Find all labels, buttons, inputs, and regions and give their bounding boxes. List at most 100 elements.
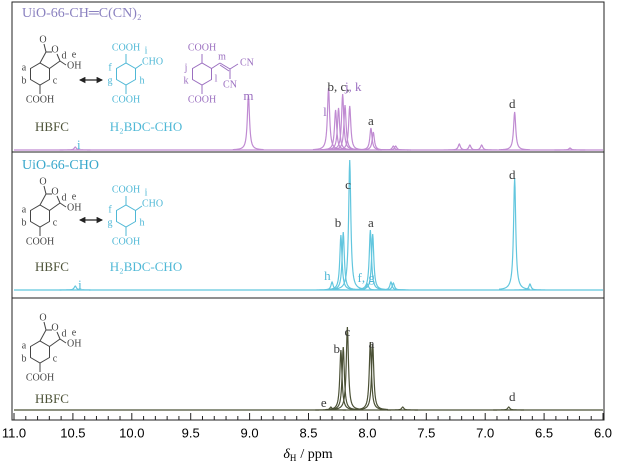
peak xyxy=(499,111,530,151)
peak xyxy=(380,145,411,151)
structure-text: d xyxy=(62,192,67,203)
structure-hbfc: OO OH COOH ab c d e xyxy=(22,176,82,247)
structure-name: HBFC xyxy=(35,259,69,274)
ring xyxy=(116,62,136,86)
x-tick-label: 10.5 xyxy=(60,425,85,440)
structure-text: COOH xyxy=(112,236,140,247)
bond xyxy=(56,331,61,340)
bond xyxy=(135,205,143,211)
structure-text: g xyxy=(108,75,113,86)
peak xyxy=(514,283,546,291)
peak-label: d xyxy=(509,389,516,404)
structure-text: l xyxy=(215,73,218,84)
x-tick-label: 6.0 xyxy=(594,425,612,440)
structure-text: f xyxy=(108,204,112,215)
x-axis-label: δH / ppm xyxy=(283,447,332,463)
peak-label: b xyxy=(335,215,342,230)
structure-text: c xyxy=(53,353,58,364)
structure-text: O xyxy=(51,44,58,55)
structure-text: OH xyxy=(67,60,81,71)
ring xyxy=(30,340,50,364)
peak xyxy=(554,147,586,151)
x-tick-label: 8.5 xyxy=(299,425,317,440)
structure-text: COOH xyxy=(188,42,216,53)
peak-label: i xyxy=(78,277,82,292)
structure-text: g xyxy=(108,217,113,228)
ring xyxy=(30,62,50,86)
structure-name: H₂BDC-CHO xyxy=(110,119,182,134)
structure-text: b xyxy=(22,353,27,364)
x-tick-label: 9.5 xyxy=(182,425,200,440)
structure-text: b xyxy=(22,75,27,86)
bond xyxy=(59,338,67,344)
x-label-subscript: H xyxy=(290,453,297,463)
x-tick-label: 9.0 xyxy=(241,425,259,440)
bond xyxy=(43,185,47,195)
peak-label: a xyxy=(368,113,374,128)
structure-text: c xyxy=(53,217,58,228)
structure-text: e xyxy=(72,191,77,202)
structure-text: c xyxy=(53,75,58,86)
structure-text: COOH xyxy=(26,236,54,247)
bond xyxy=(39,193,47,206)
peak xyxy=(493,406,524,411)
structure-name: H₂BDC-CHO xyxy=(110,259,182,274)
peak xyxy=(466,144,497,151)
structure-text: COOH xyxy=(188,94,216,105)
peak xyxy=(59,285,91,291)
bond xyxy=(229,63,239,70)
x-tick-label: 10.0 xyxy=(119,425,144,440)
structure-text: O xyxy=(39,312,46,323)
structure-text: j xyxy=(184,62,188,73)
peak-label: e xyxy=(321,395,327,410)
panel-title: UiO-66-CHO xyxy=(22,158,99,173)
structure-text: COOH xyxy=(26,94,54,105)
peak xyxy=(232,94,264,151)
structure-hbfc: OO OH COOH ab c d e xyxy=(22,312,82,383)
x-label-symbol: δ xyxy=(283,447,290,462)
bond xyxy=(43,321,47,331)
bond xyxy=(219,62,231,70)
bond xyxy=(39,51,47,64)
structure-text: CHO xyxy=(142,198,163,209)
structure-text: h xyxy=(140,75,145,86)
structure-hbfc: OO OH COOH ab c d e xyxy=(22,34,82,105)
structure-text: k xyxy=(184,75,189,86)
ring xyxy=(192,62,212,86)
peak-label: b, c, xyxy=(328,79,350,94)
structure-text: a xyxy=(22,62,27,73)
structure-text: COOH xyxy=(112,42,140,53)
bond xyxy=(43,43,47,53)
structure-text: OH xyxy=(67,338,81,349)
peak xyxy=(334,159,366,290)
structure-text: OH xyxy=(67,202,81,213)
structure-text: b xyxy=(22,217,27,228)
structure-text: i xyxy=(145,45,148,56)
structure-text: COOH xyxy=(112,94,140,105)
peak xyxy=(59,146,91,151)
peak-label: b xyxy=(334,341,341,356)
structure-text: CHO xyxy=(142,56,163,67)
bond xyxy=(59,60,67,66)
structure-text: a xyxy=(22,204,27,215)
peak-label: a xyxy=(369,336,375,351)
peak-label: c xyxy=(345,177,351,192)
bond xyxy=(49,60,61,69)
peak-label: j, k xyxy=(344,79,362,94)
x-tick-label: 6.5 xyxy=(535,425,553,440)
peak xyxy=(315,406,347,411)
bond xyxy=(49,202,61,211)
structure-text: CN xyxy=(240,57,254,68)
structure-text: d xyxy=(62,50,67,61)
peak xyxy=(327,231,359,291)
structure-text: O xyxy=(39,176,46,187)
bond xyxy=(211,62,221,69)
peak-label: f, g xyxy=(358,270,376,285)
structure-text: CN xyxy=(223,79,237,90)
peak-label: c xyxy=(344,324,350,339)
structure-name: HBFC xyxy=(35,391,69,406)
bond xyxy=(49,338,61,347)
structure-text: O xyxy=(51,186,58,197)
peak-label: i xyxy=(77,137,81,152)
peak xyxy=(357,233,388,291)
